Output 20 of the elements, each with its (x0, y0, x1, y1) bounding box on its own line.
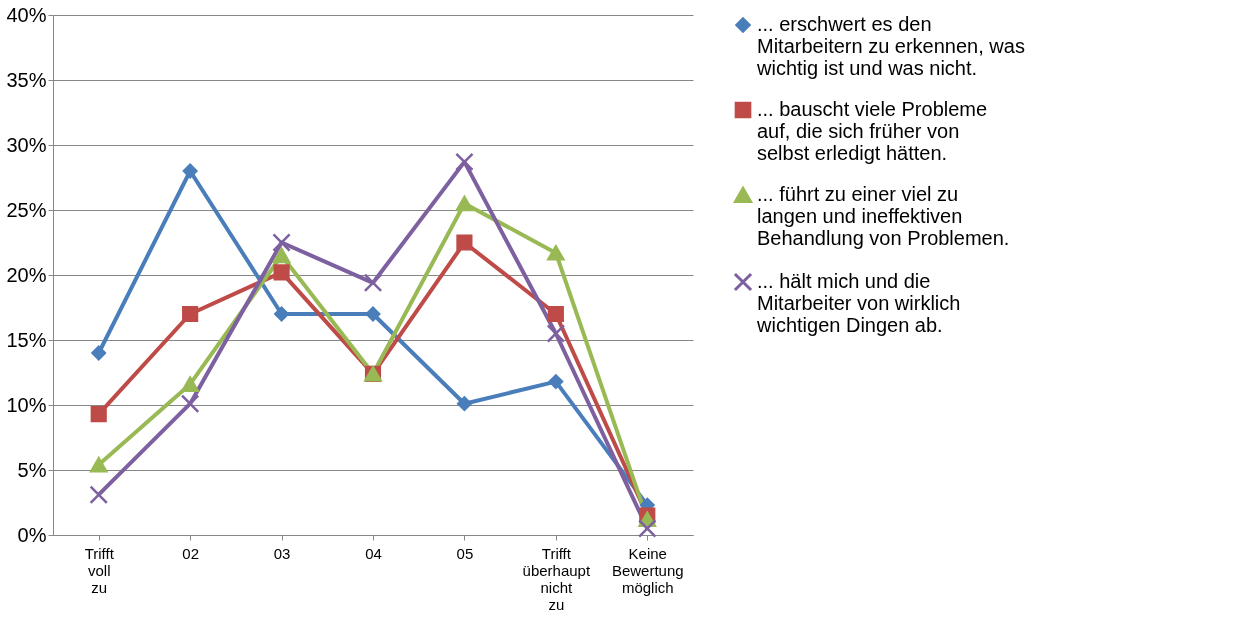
y-tick-label: 40% (6, 3, 47, 26)
legend-label: ... hält mich und die Mitarbeiter von wirklich wichtigen Dingen ab. (756, 270, 961, 336)
legend-label: ... bauscht viele Probleme auf, die sich früher von selbst erledigt hätten. (757, 98, 988, 164)
y-tick-label: 10% (6, 393, 47, 416)
y-tick-label: 20% (6, 263, 47, 286)
legend-label: ... führt zu einer viel zu langen und ineffektiven Behandlung von Problemen. (757, 183, 1010, 249)
y-tick-label: 15% (6, 328, 47, 351)
legend-label: ... erschwert es den Mitarbeitern zu erkennen, was wichtig ist und was nicht. (756, 13, 1025, 79)
x-tick-label: Trifft überhaupt nicht zu (522, 544, 591, 613)
y-tick-label: 35% (6, 68, 47, 91)
y-tick-label: 30% (6, 133, 47, 156)
y-tick-label: 0% (17, 523, 47, 546)
x-tick-label: Keine Bewertung möglich (611, 544, 684, 596)
x-tick-label: 03 (273, 544, 291, 562)
x-tick-label: 04 (365, 544, 382, 562)
y-tick-label: 25% (6, 198, 47, 221)
x-tick-label: Trifft voll zu (84, 544, 115, 596)
x-tick-label: 05 (456, 544, 474, 562)
y-tick-label: 5% (17, 458, 47, 481)
x-tick-label: 02 (182, 544, 199, 562)
